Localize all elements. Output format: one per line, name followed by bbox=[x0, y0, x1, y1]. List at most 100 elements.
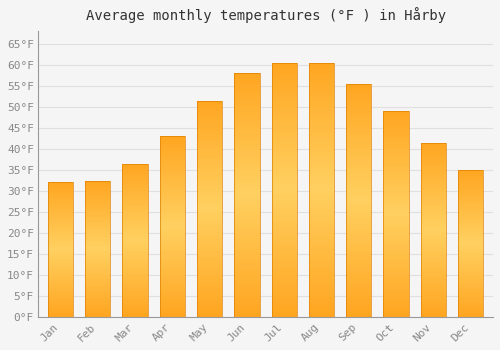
Bar bbox=[420, 233, 446, 235]
Bar bbox=[234, 188, 260, 190]
Bar bbox=[458, 287, 483, 288]
Bar bbox=[122, 274, 148, 276]
Bar bbox=[346, 224, 372, 226]
Bar bbox=[85, 187, 110, 189]
Bar bbox=[272, 216, 297, 218]
Bar bbox=[420, 246, 446, 247]
Bar bbox=[272, 170, 297, 172]
Bar bbox=[48, 294, 73, 296]
Bar bbox=[458, 264, 483, 266]
Bar bbox=[234, 215, 260, 217]
Bar bbox=[234, 303, 260, 305]
Bar bbox=[197, 174, 222, 176]
Bar bbox=[420, 265, 446, 267]
Bar bbox=[160, 312, 185, 314]
Bar bbox=[122, 254, 148, 256]
Bar bbox=[272, 162, 297, 164]
Bar bbox=[420, 191, 446, 193]
Bar bbox=[197, 129, 222, 131]
Bar bbox=[48, 191, 73, 193]
Bar bbox=[458, 173, 483, 174]
Bar bbox=[85, 226, 110, 227]
Bar bbox=[309, 208, 334, 210]
Bar bbox=[48, 182, 73, 183]
Bar bbox=[48, 254, 73, 255]
Bar bbox=[384, 249, 409, 251]
Bar bbox=[384, 173, 409, 175]
Bar bbox=[346, 245, 372, 247]
Bar bbox=[48, 257, 73, 258]
Bar bbox=[160, 189, 185, 191]
Bar bbox=[272, 136, 297, 139]
Bar bbox=[346, 126, 372, 128]
Bar bbox=[122, 290, 148, 291]
Bar bbox=[458, 214, 483, 216]
Bar bbox=[309, 70, 334, 73]
Bar bbox=[309, 93, 334, 96]
Bar bbox=[234, 73, 260, 317]
Bar bbox=[122, 219, 148, 220]
Bar bbox=[122, 181, 148, 182]
Bar bbox=[420, 145, 446, 146]
Bar bbox=[160, 178, 185, 180]
Bar bbox=[346, 128, 372, 131]
Bar bbox=[309, 231, 334, 233]
Bar bbox=[122, 184, 148, 185]
Bar bbox=[346, 119, 372, 121]
Bar bbox=[85, 253, 110, 254]
Bar bbox=[458, 239, 483, 241]
Bar bbox=[234, 181, 260, 183]
Bar bbox=[346, 264, 372, 266]
Bar bbox=[272, 108, 297, 111]
Bar bbox=[85, 309, 110, 311]
Bar bbox=[272, 106, 297, 108]
Bar bbox=[197, 157, 222, 159]
Bar bbox=[122, 242, 148, 244]
Bar bbox=[420, 244, 446, 246]
Bar bbox=[384, 204, 409, 206]
Bar bbox=[85, 200, 110, 201]
Bar bbox=[85, 181, 110, 317]
Bar bbox=[234, 132, 260, 134]
Bar bbox=[85, 264, 110, 265]
Bar bbox=[197, 254, 222, 257]
Bar bbox=[272, 63, 297, 65]
Bar bbox=[122, 177, 148, 179]
Bar bbox=[458, 273, 483, 275]
Bar bbox=[458, 244, 483, 245]
Bar bbox=[346, 173, 372, 175]
Bar bbox=[234, 159, 260, 161]
Bar bbox=[384, 111, 409, 113]
Bar bbox=[420, 221, 446, 223]
Bar bbox=[309, 63, 334, 65]
Bar bbox=[85, 308, 110, 309]
Bar bbox=[346, 212, 372, 215]
Bar bbox=[458, 301, 483, 303]
Bar bbox=[85, 223, 110, 224]
Bar bbox=[309, 266, 334, 269]
Bar bbox=[458, 310, 483, 312]
Bar bbox=[458, 170, 483, 172]
Bar bbox=[197, 259, 222, 261]
Bar bbox=[384, 142, 409, 144]
Bar bbox=[197, 168, 222, 170]
Bar bbox=[458, 201, 483, 203]
Bar bbox=[122, 305, 148, 307]
Bar bbox=[85, 212, 110, 214]
Bar bbox=[420, 150, 446, 152]
Bar bbox=[234, 136, 260, 139]
Bar bbox=[234, 308, 260, 310]
Bar bbox=[420, 198, 446, 200]
Bar bbox=[309, 228, 334, 231]
Bar bbox=[48, 232, 73, 233]
Bar bbox=[85, 252, 110, 253]
Bar bbox=[85, 201, 110, 203]
Bar bbox=[384, 272, 409, 274]
Bar bbox=[160, 287, 185, 288]
Bar bbox=[234, 247, 260, 249]
Bar bbox=[85, 259, 110, 260]
Bar bbox=[197, 265, 222, 268]
Bar bbox=[458, 269, 483, 270]
Bar bbox=[160, 200, 185, 202]
Bar bbox=[48, 285, 73, 286]
